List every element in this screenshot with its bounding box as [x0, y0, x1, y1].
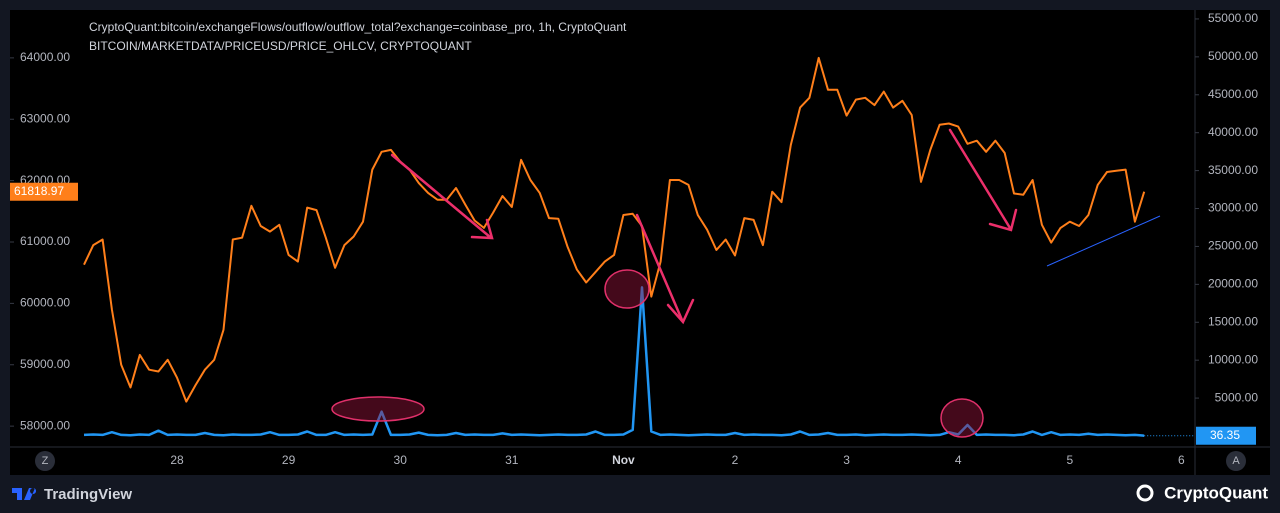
x-tick-label: 4: [955, 453, 962, 467]
series-line: [83, 286, 1145, 437]
y2-tick-label: 50000.00: [1208, 49, 1258, 63]
trend-line: [1046, 215, 1161, 267]
y-tick-label: 63000.00: [20, 111, 70, 125]
trend-arrow: [948, 128, 1012, 230]
highlight-ellipse: [331, 396, 425, 422]
highlight-ellipse: [940, 398, 984, 438]
y-tick-label: 61000.00: [20, 234, 70, 248]
y2-tick-label: 20000.00: [1208, 277, 1258, 291]
legend-entry: CryptoQuant:bitcoin/exchangeFlows/outflo…: [89, 20, 627, 34]
x-tick-label: 31: [505, 453, 519, 467]
y2-tick-label: 5000.00: [1215, 390, 1259, 404]
y2-tick-label: 15000.00: [1208, 314, 1258, 328]
tradingview-logo: TradingView: [12, 486, 132, 503]
arrow-head: [988, 208, 1018, 232]
annotations: [331, 128, 1161, 438]
series-line: [83, 56, 1146, 403]
a-button[interactable]: A: [1226, 451, 1246, 471]
button-label[interactable]: Z: [42, 455, 49, 467]
y2-tick-label: 45000.00: [1208, 87, 1258, 101]
x-tick-label: 28: [170, 453, 184, 467]
x-tick-label: 5: [1066, 453, 1073, 467]
x-tick-label: 6: [1178, 453, 1185, 467]
last-value-badge: [10, 182, 78, 201]
logo-icon: [1136, 484, 1154, 502]
button-bg[interactable]: [35, 451, 55, 471]
button-label[interactable]: A: [1232, 455, 1240, 467]
logo-icon: [12, 488, 37, 500]
trend-arrow: [635, 213, 684, 322]
y2-tick-label: 55000.00: [1208, 11, 1258, 25]
y-tick-label: 60000.00: [20, 296, 70, 310]
button-bg[interactable]: [1226, 451, 1246, 471]
y2-tick-label: 40000.00: [1208, 125, 1258, 139]
last-value-badge: [1196, 426, 1256, 445]
trend-arrow: [390, 153, 492, 239]
cryptoquant-logo: CryptoQuant: [1136, 483, 1268, 502]
y2-tick-label: 25000.00: [1208, 239, 1258, 253]
z-button[interactable]: Z: [35, 451, 55, 471]
arrow-head: [666, 298, 695, 325]
x-tick-label: 3: [843, 453, 850, 467]
y2-tick-label: 10000.00: [1208, 352, 1258, 366]
plot: [83, 56, 1195, 437]
y-tick-label: 59000.00: [20, 357, 70, 371]
footer-right: CryptoQuant: [1164, 483, 1268, 502]
legend-entry: BITCOIN/MARKETDATA/PRICEUSD/PRICE_OHLCV,…: [89, 39, 472, 53]
x-tick-label: Nov: [612, 453, 635, 467]
arrow-head: [470, 218, 494, 240]
highlight-ellipse: [604, 269, 650, 309]
last-value-label: 36.35: [1210, 428, 1240, 442]
y2-tick-label: 35000.00: [1208, 163, 1258, 177]
last-value-label: 61818.97: [14, 184, 64, 198]
y-tick-label: 64000.00: [20, 50, 70, 64]
y2-tick-label: 30000.00: [1208, 201, 1258, 215]
x-tick-label: 29: [282, 453, 296, 467]
footer-left: TradingView: [44, 486, 132, 503]
y-tick-label: 58000.00: [20, 418, 70, 432]
x-tick-label: 30: [394, 453, 408, 467]
x-tick-label: 2: [732, 453, 739, 467]
chart-panel: [10, 10, 1270, 475]
